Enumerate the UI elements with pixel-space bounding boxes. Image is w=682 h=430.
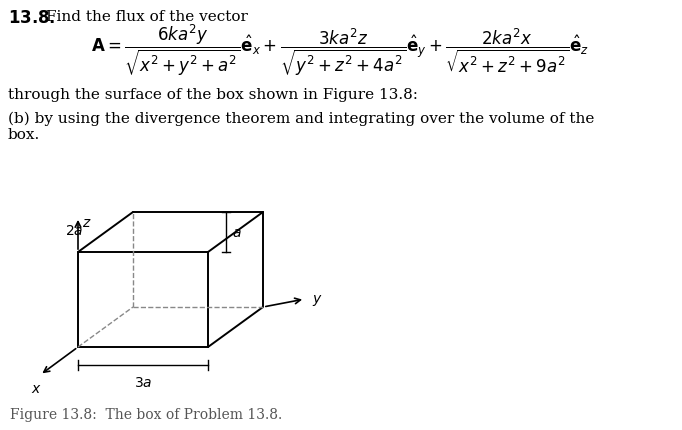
Text: $x$: $x$ bbox=[31, 381, 42, 395]
Text: $\mathbf{A} = \dfrac{6ka^2y}{\sqrt{x^2 + y^2 + a^2}}\hat{\mathbf{e}}_x + \dfrac{: $\mathbf{A} = \dfrac{6ka^2y}{\sqrt{x^2 +… bbox=[91, 22, 589, 78]
Text: $z$: $z$ bbox=[82, 215, 91, 230]
Text: $3a$: $3a$ bbox=[134, 375, 152, 389]
Text: Find the flux of the vector: Find the flux of the vector bbox=[46, 10, 248, 24]
Text: through the surface of the box shown in Figure 13.8:: through the surface of the box shown in … bbox=[8, 88, 418, 102]
Text: (b) by using the divergence theorem and integrating over the volume of the: (b) by using the divergence theorem and … bbox=[8, 112, 595, 126]
Text: $a$: $a$ bbox=[232, 225, 241, 240]
Text: $y$: $y$ bbox=[312, 292, 323, 307]
Text: Figure 13.8:  The box of Problem 13.8.: Figure 13.8: The box of Problem 13.8. bbox=[10, 407, 282, 421]
Text: $\bf{13.8.}$: $\bf{13.8.}$ bbox=[8, 10, 55, 27]
Text: $2a$: $2a$ bbox=[65, 224, 83, 237]
Text: box.: box. bbox=[8, 128, 40, 141]
